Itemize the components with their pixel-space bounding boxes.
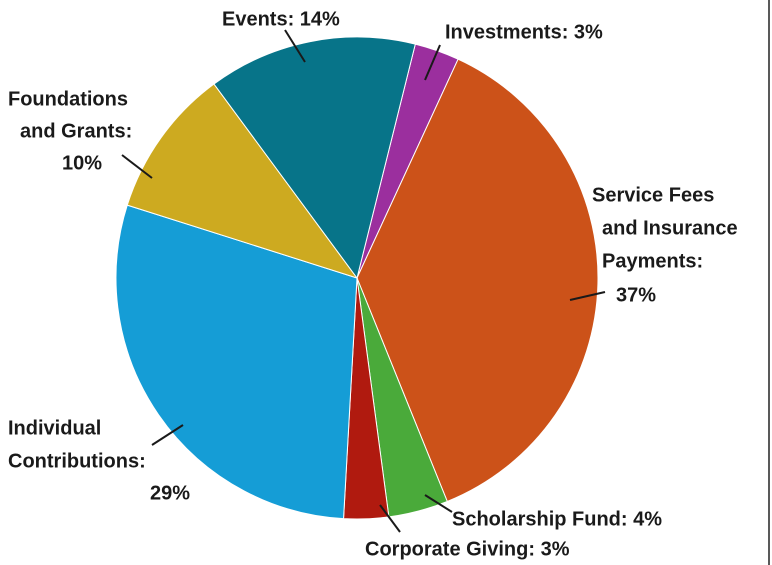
leader-line [379,504,401,533]
pie [115,36,599,520]
slice-label: and Grants: [20,120,132,142]
slice-label: Scholarship Fund: 4% [452,508,662,530]
pie-slice [213,36,416,280]
slice-label: Foundations [8,88,128,110]
slice-label: 10% [62,152,102,174]
slice-label: 29% [150,482,190,504]
slice-label: Individual [8,417,101,439]
pie-slice [126,83,359,279]
pie-slice [356,58,599,503]
leader-line [151,424,184,446]
slice-label: Contributions: [8,450,146,472]
slice-label: and Insurance [602,217,738,239]
slice-label: Investments: 3% [445,21,603,43]
leader-line [284,29,306,63]
pie-slice [115,204,358,520]
leader-line [424,494,453,513]
slice-label: Events: 14% [222,8,340,30]
leader-line [424,44,441,81]
slice-label: Service Fees [592,184,714,206]
labels: Investments: 3% Service Fees and Insurance… [8,8,738,560]
leader-line [569,291,606,301]
leader-line [121,154,153,179]
slice-label: Corporate Giving: 3% [365,538,570,560]
slice-label: Payments: [602,250,703,272]
slice-label: 37% [616,284,656,306]
